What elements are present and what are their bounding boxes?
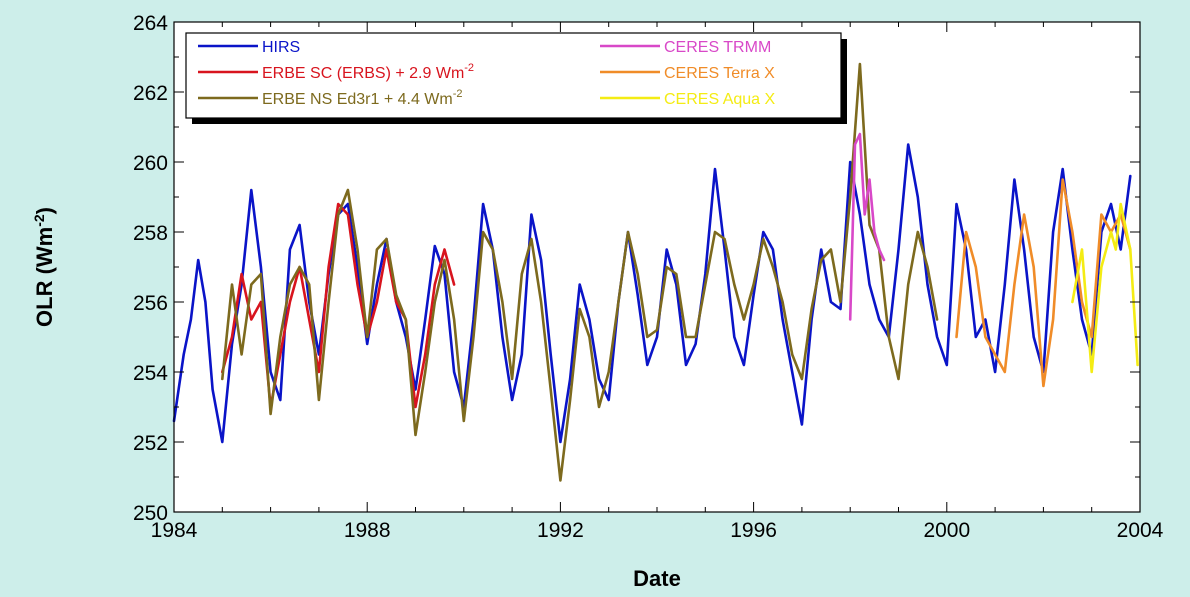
- legend-label: ERBE SC (ERBS) + 2.9 Wm-2: [262, 62, 474, 82]
- y-tick-label: 256: [133, 292, 168, 315]
- y-axis: 250 252 254 256 258 260 262 264: [133, 12, 1140, 525]
- y-tick-label: 262: [133, 82, 168, 105]
- x-tick-label: 2004: [1117, 519, 1164, 542]
- legend-label: HIRS: [262, 39, 300, 56]
- y-tick-label: 264: [133, 12, 168, 35]
- legend: HIRS ERBE SC (ERBS) + 2.9 Wm-2 ERBE NS Ed3…: [185, 32, 847, 124]
- x-tick-label: 2000: [923, 519, 970, 542]
- x-tick-label: 1992: [537, 519, 584, 542]
- legend-label: CERES TRMM: [664, 39, 771, 56]
- y-tick-label: 254: [133, 362, 168, 385]
- y-tick-label: 252: [133, 432, 168, 455]
- y-tick-label: 258: [133, 222, 168, 245]
- x-tick-label: 1996: [730, 519, 777, 542]
- legend-label: ERBE NS Ed3r1 + 4.4 Wm-2: [262, 88, 463, 108]
- x-axis: 1984 1988 1992 1996 2000 2004: [151, 22, 1164, 542]
- series-line-4: [955, 178, 1132, 388]
- series-line-5: [1071, 202, 1139, 374]
- legend-label: CERES Terra X: [664, 65, 775, 82]
- y-axis-title: OLR (Wm-2): [31, 207, 57, 327]
- y-tick-label: 250: [133, 502, 168, 525]
- y-tick-label: 260: [133, 152, 168, 175]
- x-tick-label: 1984: [151, 519, 198, 542]
- series-layer: [172, 62, 1139, 482]
- series-line-3: [848, 132, 886, 321]
- series-line-1: [221, 202, 456, 409]
- x-axis-title: Date: [633, 566, 681, 591]
- series-line-2: [221, 62, 939, 482]
- legend-label: CERES Aqua X: [664, 91, 776, 108]
- x-tick-label: 1988: [344, 519, 391, 542]
- legend-box: [185, 32, 842, 119]
